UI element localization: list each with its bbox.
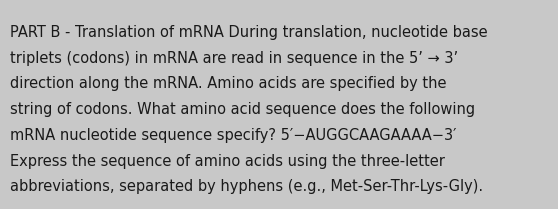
Text: mRNA nucleotide sequence specify? 5′−AUGGCAAGAAAA−3′: mRNA nucleotide sequence specify? 5′−AUG… (10, 128, 456, 143)
Text: -: - (10, 205, 16, 209)
Text: abbreviations, separated by hyphens (e.g., Met-Ser-Thr-Lys-Gly).: abbreviations, separated by hyphens (e.g… (10, 179, 483, 194)
Text: Express the sequence of amino acids using the three-letter: Express the sequence of amino acids usin… (10, 154, 445, 169)
Text: string of codons. What amino acid sequence does the following: string of codons. What amino acid sequen… (10, 102, 475, 117)
Text: PART B - Translation of mRNA During translation, nucleotide base: PART B - Translation of mRNA During tran… (10, 25, 488, 40)
Text: direction along the mRNA. Amino acids are specified by the: direction along the mRNA. Amino acids ar… (10, 76, 446, 92)
Text: triplets (codons) in mRNA are read in sequence in the 5’ → 3’: triplets (codons) in mRNA are read in se… (10, 51, 458, 66)
